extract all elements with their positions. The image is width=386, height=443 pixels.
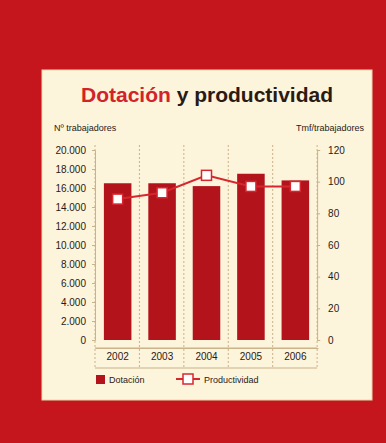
y2-axis-tick-label: 100 bbox=[328, 176, 345, 187]
x-axis-tick: 2004 bbox=[195, 348, 218, 362]
separator bbox=[228, 145, 229, 368]
y-axis-tick: 8.000 bbox=[61, 259, 95, 270]
y-axis-tick-label: 8.000 bbox=[61, 259, 86, 270]
x-axis-tick-label: 2005 bbox=[240, 351, 263, 362]
y2-axis: 0 20 40 60 80 100 120 bbox=[317, 145, 345, 346]
y-axis-tick: 2.000 bbox=[61, 316, 95, 327]
bar bbox=[104, 183, 132, 340]
y-axis-tick-label: 20.000 bbox=[55, 145, 86, 156]
y2-axis-tick-mark bbox=[317, 277, 320, 278]
y2-axis-tick-mark bbox=[317, 150, 320, 151]
marker bbox=[246, 181, 256, 191]
y2-axis-tick: 20 bbox=[317, 303, 340, 314]
x-axis-tick: 2006 bbox=[284, 348, 307, 362]
y-axis-tick: 18.000 bbox=[55, 164, 95, 175]
bar bbox=[193, 186, 221, 340]
y-axis-tick-label: 4.000 bbox=[61, 297, 86, 308]
y-axis-tick-mark bbox=[92, 226, 95, 227]
x-axis-tick-label: 2004 bbox=[195, 351, 218, 362]
legend: Dotación Productividad bbox=[96, 374, 259, 385]
y-axis-tick-mark bbox=[92, 302, 95, 303]
marker bbox=[113, 194, 123, 204]
legend-swatch bbox=[96, 375, 105, 384]
y-axis-tick-mark bbox=[92, 169, 95, 170]
y-axis-line bbox=[92, 151, 96, 341]
x-axis-tick: 2005 bbox=[240, 348, 263, 362]
separator bbox=[272, 145, 273, 368]
y-axis-tick-mark bbox=[92, 207, 95, 208]
y-axis-tick: 4.000 bbox=[61, 297, 95, 308]
marker bbox=[157, 188, 167, 198]
y-axis-tick-label: 6.000 bbox=[61, 278, 86, 289]
y2-axis-title: Tmf/trabajadores bbox=[296, 123, 365, 133]
y2-axis-tick-mark bbox=[317, 182, 320, 183]
y-axis-tick-mark bbox=[92, 264, 95, 265]
y-axis-tick-mark bbox=[92, 283, 95, 284]
title: Dotación y productividad bbox=[81, 83, 333, 106]
legend-label: Dotación bbox=[109, 375, 145, 385]
separator bbox=[139, 145, 140, 368]
y2-axis-tick-label: 60 bbox=[328, 240, 340, 251]
y-axis-tick-mark bbox=[92, 340, 95, 341]
separators bbox=[95, 145, 317, 368]
y2-axis-tick-mark bbox=[317, 340, 320, 341]
chart: Dotación y productividad Nº trabajadores T… bbox=[0, 0, 386, 443]
legend-swatch bbox=[183, 374, 193, 384]
y-axis-tick: 12.000 bbox=[55, 221, 95, 232]
marker bbox=[290, 181, 300, 191]
y2-axis-tick-label: 40 bbox=[328, 271, 340, 282]
y-axis-tick: 16.000 bbox=[55, 183, 95, 194]
y2-axis-tick-label: 120 bbox=[328, 145, 345, 156]
separator bbox=[183, 145, 184, 368]
y-axis: 0 2.000 4.000 6.000 8.000 10.000 12.000 14.000 1… bbox=[55, 145, 95, 346]
y-axis-tick: 20.000 bbox=[55, 145, 95, 156]
y2-axis-tick: 0 bbox=[317, 335, 334, 346]
marks bbox=[104, 170, 309, 340]
y-axis-tick-mark bbox=[92, 188, 95, 189]
y2-axis-tick-label: 0 bbox=[328, 335, 334, 346]
legend-item: Dotación bbox=[96, 375, 145, 385]
legend-item: Productividad bbox=[176, 374, 259, 385]
y2-axis-tick: 60 bbox=[317, 240, 340, 251]
y-axis-tick-mark bbox=[92, 150, 95, 151]
y-axis-tick: 14.000 bbox=[55, 202, 95, 213]
bar bbox=[148, 183, 176, 340]
x-label-frame bbox=[95, 368, 317, 369]
y-axis-tick-label: 10.000 bbox=[55, 240, 86, 251]
x-axis-tick: 2002 bbox=[107, 348, 130, 362]
y2-axis-tick-label: 80 bbox=[328, 208, 340, 219]
y2-axis-tick-mark bbox=[317, 245, 320, 246]
y-axis-tick-mark bbox=[92, 245, 95, 246]
y-axis-title: Nº trabajadores bbox=[54, 123, 117, 133]
y-axis-tick-label: 16.000 bbox=[55, 183, 86, 194]
y-axis-tick-label: 12.000 bbox=[55, 221, 86, 232]
bar bbox=[282, 180, 310, 340]
y-axis-tick-mark bbox=[92, 321, 95, 322]
y-axis-tick: 0 bbox=[80, 335, 95, 346]
x-axis-tick: 2003 bbox=[151, 348, 174, 362]
y2-axis-tick: 120 bbox=[317, 145, 345, 156]
y2-axis-tick: 80 bbox=[317, 208, 340, 219]
y2-axis-tick: 100 bbox=[317, 176, 345, 187]
x-axis-line bbox=[96, 348, 319, 349]
y-axis-tick: 10.000 bbox=[55, 240, 95, 251]
x-axis-tick-label: 2006 bbox=[284, 351, 307, 362]
legend-label: Productividad bbox=[204, 375, 259, 385]
x-axis: 2002 2003 2004 2005 2006 bbox=[96, 348, 319, 362]
panel bbox=[42, 70, 372, 400]
x-axis-tick-label: 2003 bbox=[151, 351, 174, 362]
y-axis-tick-label: 14.000 bbox=[55, 202, 86, 213]
x-axis-tick-label: 2002 bbox=[107, 351, 130, 362]
y-axis-tick: 6.000 bbox=[61, 278, 95, 289]
y2-axis-tick-label: 20 bbox=[328, 303, 340, 314]
y-axis-tick-label: 2.000 bbox=[61, 316, 86, 327]
marker bbox=[202, 170, 212, 180]
y2-axis-tick-mark bbox=[317, 213, 320, 214]
y2-axis-tick-mark bbox=[317, 308, 320, 309]
y2-axis-line bbox=[318, 151, 321, 341]
y-axis-tick-label: 18.000 bbox=[55, 164, 86, 175]
y-axis-tick-label: 0 bbox=[80, 335, 86, 346]
bar bbox=[237, 174, 265, 340]
y2-axis-tick: 40 bbox=[317, 271, 340, 282]
